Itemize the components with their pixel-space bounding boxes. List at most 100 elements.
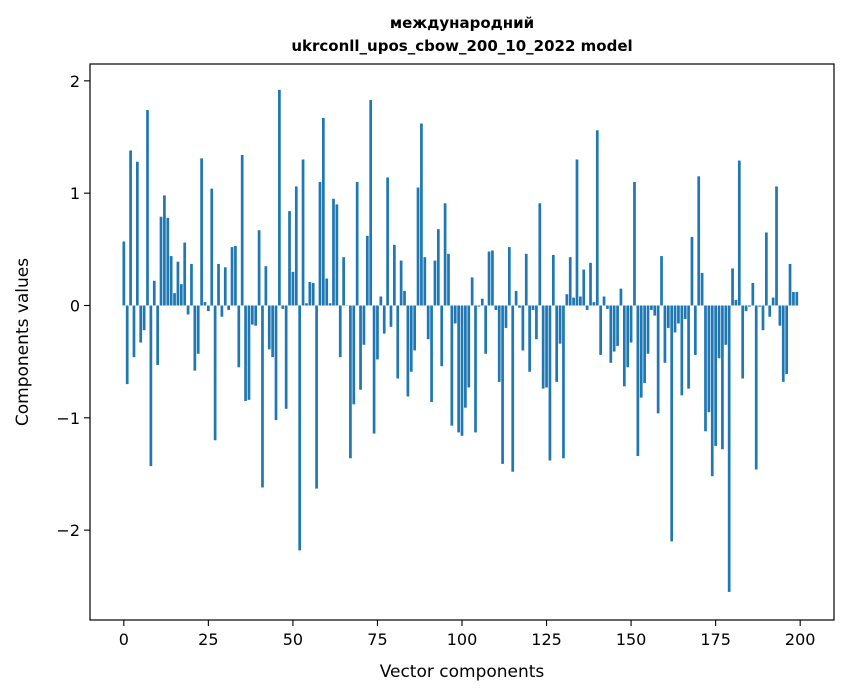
bar-33 [234, 245, 237, 306]
bar-122 [535, 305, 538, 340]
x-tick-label: 50 [283, 630, 303, 649]
bar-54 [305, 303, 308, 306]
bar-135 [579, 296, 582, 306]
bar-175 [714, 305, 717, 446]
x-axis-label: Vector components [380, 662, 545, 682]
bar-49 [288, 211, 291, 306]
bar-152 [636, 305, 640, 456]
bar-124 [541, 305, 545, 389]
bar-164 [677, 305, 680, 324]
bar-163 [673, 305, 677, 333]
bar-195 [781, 305, 785, 382]
bar-69 [355, 181, 359, 306]
bar-series [122, 89, 799, 592]
y-axis-label: Components values [13, 258, 33, 426]
x-tick-label: 200 [785, 630, 816, 649]
bar-47 [281, 305, 285, 309]
bar-65 [342, 257, 345, 306]
bar-151 [633, 181, 636, 306]
bar-172 [704, 305, 707, 432]
bar-185 [748, 305, 751, 307]
bar-80 [393, 244, 396, 306]
bar-68 [352, 305, 356, 405]
x-tick-label: 100 [447, 630, 478, 649]
bar-187 [754, 305, 758, 470]
bar-17 [179, 284, 183, 306]
bar-186 [751, 283, 755, 306]
bar-121 [531, 305, 535, 310]
bar-177 [721, 305, 724, 450]
bar-73 [369, 99, 373, 306]
bar-146 [616, 305, 619, 346]
bar-41 [261, 305, 264, 488]
bar-144 [609, 305, 613, 363]
bar-8 [149, 305, 153, 467]
bar-139 [592, 302, 596, 306]
bar-82 [399, 260, 403, 306]
bar-103 [470, 277, 474, 306]
bar-127 [551, 254, 555, 306]
bar-32 [230, 247, 234, 306]
bar-154 [643, 305, 646, 383]
bar-174 [710, 305, 714, 477]
bar-75 [376, 305, 379, 360]
bar-171 [700, 272, 704, 306]
x-axis-ticks: 0 25 50 75 100 125 150 175 200 [119, 620, 816, 649]
bar-74 [372, 305, 376, 434]
bar-117 [518, 305, 521, 308]
bar-58 [318, 181, 322, 306]
bar-40 [257, 230, 261, 306]
bar-111 [497, 305, 501, 382]
bar-125 [545, 305, 548, 388]
bar-180 [731, 268, 734, 306]
bar-52 [298, 305, 302, 551]
bar-126 [548, 305, 552, 461]
bar-19 [186, 305, 190, 315]
bar-116 [514, 290, 518, 306]
bar-1 [125, 305, 129, 385]
bar-27 [213, 305, 217, 441]
bar-5 [139, 305, 143, 343]
bar-15 [173, 293, 176, 306]
bar-102 [467, 305, 471, 388]
bar-108 [487, 251, 491, 306]
bar-86 [413, 305, 417, 351]
bar-26 [210, 188, 214, 306]
bar-130 [562, 305, 565, 459]
y-axis-ticks: −2 −1 0 1 2 [56, 72, 90, 540]
bar-12 [163, 195, 166, 306]
bar-90 [426, 305, 430, 340]
bar-158 [656, 305, 660, 414]
x-tick-label: 125 [531, 630, 562, 649]
bar-114 [507, 247, 511, 306]
bar-198 [792, 292, 795, 306]
bar-165 [680, 305, 684, 396]
bar-176 [717, 305, 721, 359]
bar-132 [568, 257, 572, 306]
bar-134 [575, 159, 579, 306]
bar-100 [460, 305, 464, 436]
bar-193 [775, 186, 778, 306]
bar-160 [663, 305, 667, 363]
bar-153 [639, 305, 643, 398]
bar-101 [464, 305, 467, 408]
bar-83 [403, 290, 406, 306]
bar-110 [494, 305, 498, 310]
chart-title-model: ukrconll_upos_cbow_200_10_2022 model [291, 37, 632, 55]
bar-147 [619, 288, 623, 306]
bar-20 [190, 263, 193, 306]
bar-25 [207, 305, 210, 312]
bar-182 [737, 160, 741, 306]
bar-178 [724, 305, 728, 345]
bar-99 [457, 305, 460, 433]
bar-192 [771, 297, 775, 306]
bar-194 [778, 305, 782, 326]
bar-67 [349, 305, 352, 459]
bar-183 [741, 305, 745, 379]
bar-6 [142, 305, 146, 331]
y-tick-label: −2 [56, 521, 80, 540]
bar-162 [670, 305, 674, 542]
bar-118 [521, 305, 525, 351]
x-tick-label: 75 [367, 630, 387, 649]
